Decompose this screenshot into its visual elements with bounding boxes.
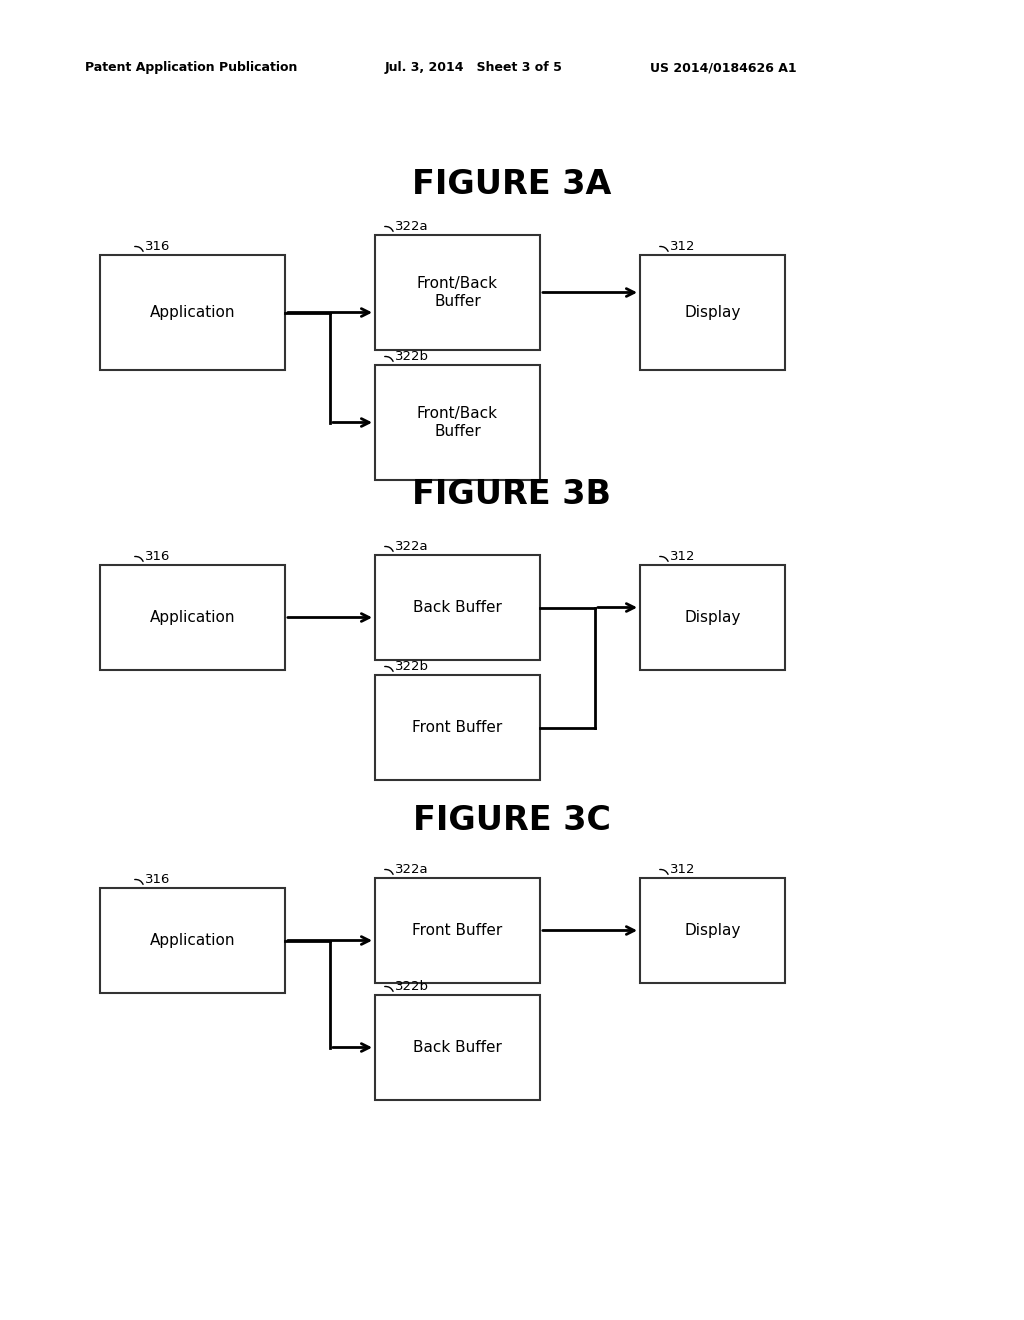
Text: Display: Display [684,305,740,319]
Text: FIGURE 3C: FIGURE 3C [413,804,611,837]
Text: Back Buffer: Back Buffer [413,601,502,615]
Bar [375,366,540,480]
Text: Back Buffer: Back Buffer [413,1040,502,1055]
Text: 312: 312 [670,240,695,253]
Bar [640,878,785,983]
Text: 312: 312 [670,863,695,876]
Text: 312: 312 [670,550,695,564]
Text: Jul. 3, 2014   Sheet 3 of 5: Jul. 3, 2014 Sheet 3 of 5 [385,62,563,74]
Bar [100,565,285,671]
Bar [640,255,785,370]
Text: 322b: 322b [395,660,429,673]
Text: Application: Application [150,610,236,624]
Bar [375,554,540,660]
Bar [640,565,785,671]
Text: 316: 316 [145,240,170,253]
Text: FIGURE 3A: FIGURE 3A [413,169,611,202]
Text: Application: Application [150,933,236,948]
Text: 322a: 322a [395,863,429,876]
Bar [375,235,540,350]
Text: Patent Application Publication: Patent Application Publication [85,62,297,74]
Text: 322b: 322b [395,350,429,363]
Text: US 2014/0184626 A1: US 2014/0184626 A1 [650,62,797,74]
Text: FIGURE 3B: FIGURE 3B [413,479,611,511]
Bar [100,888,285,993]
Text: 322b: 322b [395,979,429,993]
Text: Application: Application [150,305,236,319]
Text: 322a: 322a [395,220,429,234]
Text: Display: Display [684,923,740,939]
Text: Front/Back
Buffer: Front/Back Buffer [417,407,498,438]
Text: 316: 316 [145,550,170,564]
Bar [375,675,540,780]
Bar [100,255,285,370]
Text: 316: 316 [145,873,170,886]
Text: 322a: 322a [395,540,429,553]
Bar [375,995,540,1100]
Text: Display: Display [684,610,740,624]
Text: Front Buffer: Front Buffer [413,719,503,735]
Text: Front/Back
Buffer: Front/Back Buffer [417,276,498,309]
Bar [375,878,540,983]
Text: Front Buffer: Front Buffer [413,923,503,939]
